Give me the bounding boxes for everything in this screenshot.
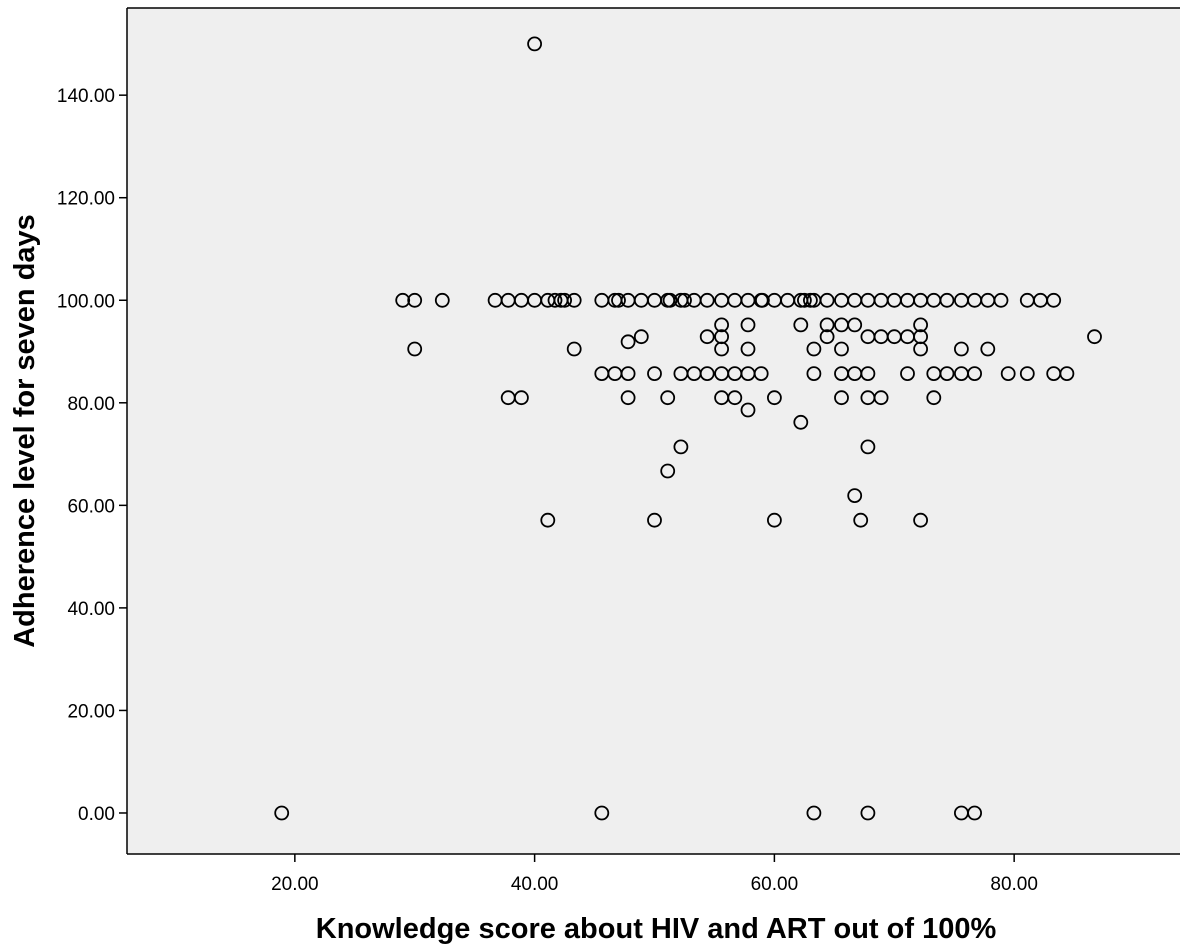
data-point [847,317,863,333]
data-point [660,390,676,406]
data-points [274,36,1102,821]
data-point [677,292,692,308]
x-tick-label: 60.00 [751,874,799,895]
x-tick-label: 20.00 [271,874,319,895]
data-point [753,366,769,382]
data-point [620,334,636,350]
data-point [274,805,290,821]
data-point [939,366,955,382]
data-point [740,341,756,357]
data-point [566,341,582,357]
data-point [1046,292,1062,308]
data-point [926,390,942,406]
data-point [797,292,812,308]
data-point [967,366,982,382]
data-point [395,292,411,308]
data-point [913,317,928,333]
data-point [806,805,822,821]
plot-area [127,8,1180,854]
data-point [714,341,729,357]
y-tick-label: 20.00 [67,701,115,722]
data-point [1087,329,1102,345]
data-point [633,329,649,345]
data-point [967,805,982,821]
data-point [434,292,450,308]
data-point [755,292,770,308]
data-point [699,329,715,345]
data-point [514,390,529,406]
data-point [699,366,715,382]
x-ticks: 20.00 40.00 60.00 80.00 [271,854,1038,895]
data-point [714,317,729,333]
data-point [847,488,863,504]
x-axis-title: Knowledge score about HIV and ART out of… [316,913,997,945]
data-point [767,512,782,528]
data-point [547,292,563,308]
data-point [527,36,542,52]
data-point [699,292,715,308]
data-point [673,439,689,455]
data-point [806,341,822,357]
data-point [913,512,928,528]
data-point [740,317,756,333]
data-point [1059,366,1075,382]
data-point [647,512,662,528]
data-point [806,366,822,382]
data-point [834,390,849,406]
data-point [566,292,582,308]
data-point [939,292,955,308]
x-tick-label: 40.00 [511,874,559,895]
y-tick-label: 60.00 [67,496,115,517]
data-point [620,366,636,382]
data-point [860,366,876,382]
x-tick-label: 80.00 [990,874,1038,895]
data-point [620,390,636,406]
data-point [727,390,743,406]
data-point [860,805,876,821]
data-point [853,512,869,528]
data-point [834,341,849,357]
y-tick-label: 140.00 [57,86,115,107]
data-point [873,390,889,406]
data-point [900,366,915,382]
data-point [594,805,610,821]
data-point [819,329,835,345]
data-point [793,414,809,430]
data-point [793,317,809,333]
data-point [660,463,676,479]
data-point [767,390,782,406]
y-tick-label: 40.00 [67,599,115,620]
data-point [662,292,678,308]
data-point [954,341,969,357]
y-tick-label: 0.00 [78,804,115,825]
data-point [819,317,835,333]
data-point [540,512,556,528]
data-point [1019,366,1035,382]
y-tick-label: 80.00 [67,394,115,415]
data-point [407,341,423,357]
y-ticks: 0.00 20.00 40.00 60.00 80.00 100.00 120.00 140.… [57,86,127,825]
y-tick-label: 100.00 [57,291,115,312]
data-point [1000,366,1016,382]
data-point [740,402,756,418]
data-point [407,292,423,308]
y-tick-label: 120.00 [57,189,115,210]
data-point [993,292,1009,308]
data-point [913,341,928,357]
data-point [647,366,662,382]
data-point [860,439,876,455]
data-point [819,292,835,308]
data-point [557,292,572,308]
y-axis-title: Adherence level for seven days [9,214,41,648]
data-point [980,341,996,357]
data-point [611,292,626,308]
